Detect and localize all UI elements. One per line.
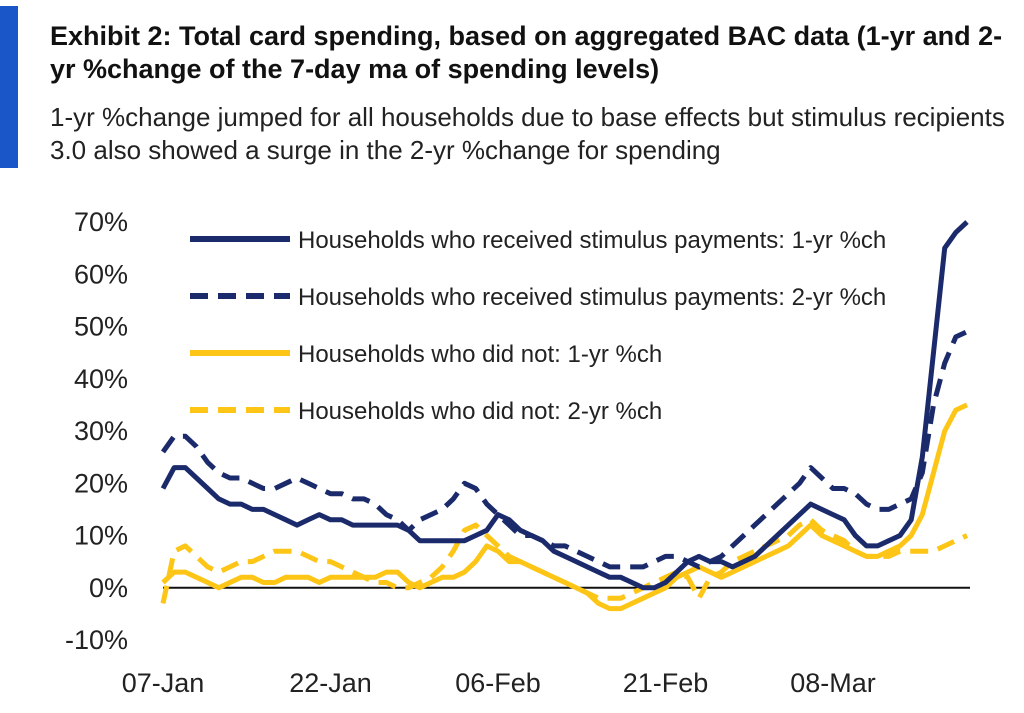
- series-line-4: [160, 517, 969, 604]
- y-tick-label: 40%: [74, 364, 128, 394]
- series-line-3: [161, 402, 969, 612]
- chart-title: Exhibit 2: Total card spending, based on…: [50, 21, 1003, 84]
- legend-label: Households who received stimulus payment…: [298, 227, 886, 254]
- series-line-2: [160, 329, 969, 570]
- series-layer: [160, 220, 969, 612]
- series-line-1: [160, 220, 969, 591]
- y-tick-label: 10%: [74, 521, 128, 551]
- y-tick-label: 60%: [74, 259, 128, 289]
- x-tick-label: 22-Jan: [289, 668, 372, 698]
- x-axis: 07-Jan 22-Jan 06-Feb 21-Feb 08-Mar: [122, 668, 876, 698]
- legend: Households who received stimulus payment…: [190, 227, 886, 425]
- y-tick-label: 50%: [74, 312, 128, 342]
- accent-bar: [0, 6, 18, 168]
- y-axis: -10% 0% 10% 20% 30% 40% 50% 60% 70%: [65, 207, 128, 655]
- y-tick-label: 70%: [74, 207, 128, 237]
- x-tick-label: 07-Jan: [122, 668, 205, 698]
- legend-label: Households who received stimulus payment…: [298, 284, 886, 311]
- legend-label: Households who did not: 1-yr %ch: [298, 341, 662, 368]
- y-tick-label: -10%: [65, 625, 128, 655]
- y-tick-label: 30%: [74, 416, 128, 446]
- x-tick-label: 21-Feb: [623, 668, 709, 698]
- y-tick-label: 20%: [74, 468, 128, 498]
- x-tick-label: 08-Mar: [790, 668, 876, 698]
- y-tick-label: 0%: [89, 573, 128, 603]
- chart-subtitle: 1-yr %change jumped for all households d…: [50, 102, 1005, 165]
- legend-label: Households who did not: 2-yr %ch: [298, 398, 662, 425]
- x-tick-label: 06-Feb: [455, 668, 541, 698]
- line-chart: -10% 0% 10% 20% 30% 40% 50% 60% 70% 07-Jan 22-Jan…: [65, 207, 970, 698]
